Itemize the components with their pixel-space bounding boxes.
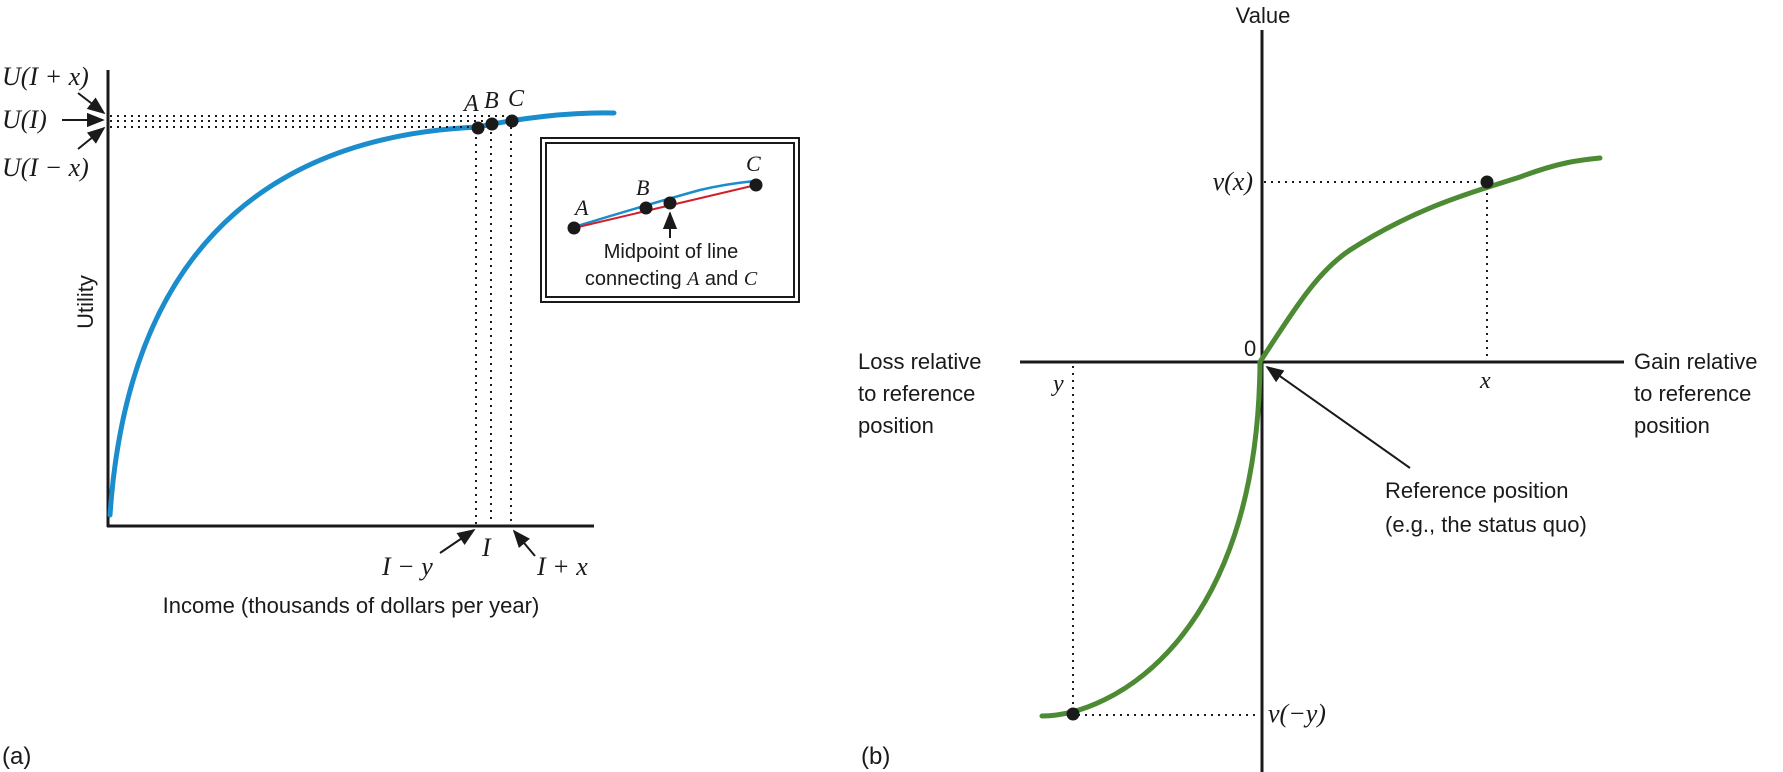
inset-label-a: A — [573, 195, 589, 220]
inset-point-b — [639, 201, 653, 215]
point-vy — [1066, 707, 1080, 721]
inset-point-c — [749, 178, 763, 192]
inset-caption-line1: Midpoint of line — [604, 241, 739, 263]
inset-label-c: C — [746, 151, 761, 176]
loss-label-line3: position — [858, 413, 934, 438]
vy-label: v(−y) — [1268, 699, 1326, 728]
panel-a-y-axis-title: Utility — [73, 275, 98, 329]
i-minus-arrow — [439, 528, 476, 554]
i-plus-arrow — [512, 529, 536, 557]
inset-point-a — [567, 221, 581, 235]
panel-a-x-axis-title: Income (thousands of dollars per year) — [163, 593, 540, 618]
point-c-label: C — [508, 86, 525, 112]
inset-caption-c: C — [744, 268, 758, 290]
utility-curve — [107, 110, 617, 518]
inset-frame-inner — [545, 142, 795, 298]
gain-label: Gain relative to reference position — [1634, 349, 1764, 438]
panel-b-y-axis-title: Value — [1236, 3, 1291, 28]
inset-curve — [573, 179, 756, 229]
point-b — [485, 117, 499, 131]
point-a — [471, 121, 485, 135]
u-mid-label: U(I) — [2, 105, 47, 134]
u-plus-label: U(I + x) — [2, 62, 89, 91]
value-function-curve — [1039, 155, 1603, 719]
reference-label-line1: Reference position — [1385, 478, 1568, 503]
point-c — [505, 114, 519, 128]
midpoint-inset: A B C Midpoint of line connecting A and … — [540, 137, 800, 303]
gain-label-line3: position — [1634, 413, 1710, 438]
u-plus-arrow — [77, 92, 106, 115]
inset-caption-and: and — [699, 268, 743, 290]
origin-label: 0 — [1244, 336, 1256, 361]
u-minus-arrow — [77, 126, 106, 150]
point-vx — [1480, 175, 1494, 189]
panel-b: Value 0 v(x) v(−y) x y Loss relative to … — [858, 3, 1764, 772]
x-point-label: x — [1479, 368, 1491, 394]
i-plus-label: I + x — [536, 552, 588, 581]
vx-label: v(x) — [1213, 167, 1253, 196]
loss-label-line2: to reference — [858, 381, 975, 406]
loss-label-line1: Loss relative — [858, 349, 982, 374]
u-minus-label: U(I − x) — [2, 153, 89, 182]
point-a-label: A — [462, 91, 479, 117]
inset-point-midpoint — [663, 196, 677, 210]
reference-arrow — [1265, 365, 1411, 469]
gain-label-line1: Gain relative — [1634, 349, 1758, 374]
reference-label-line2: (e.g., the status quo) — [1385, 512, 1587, 537]
reference-label: Reference position (e.g., the status quo… — [1385, 478, 1587, 537]
i-label: I — [481, 533, 492, 562]
inset-caption-line2: connecting A and C — [585, 268, 758, 290]
point-b-label: B — [484, 88, 499, 114]
inset-caption-a: A — [685, 268, 700, 290]
panel-b-label: (b) — [861, 743, 890, 770]
i-minus-label: I − y — [381, 552, 433, 581]
loss-label: Loss relative to reference position — [858, 349, 988, 438]
inset-label-b: B — [636, 175, 649, 200]
y-point-label: y — [1051, 371, 1064, 397]
inset-caption-pre: connecting — [585, 268, 687, 290]
gain-label-line2: to reference — [1634, 381, 1751, 406]
panel-a-label: (a) — [2, 743, 31, 770]
panel-a: A B C U(I + x) U(I) U(I − x) Utility I −… — [2, 62, 800, 770]
